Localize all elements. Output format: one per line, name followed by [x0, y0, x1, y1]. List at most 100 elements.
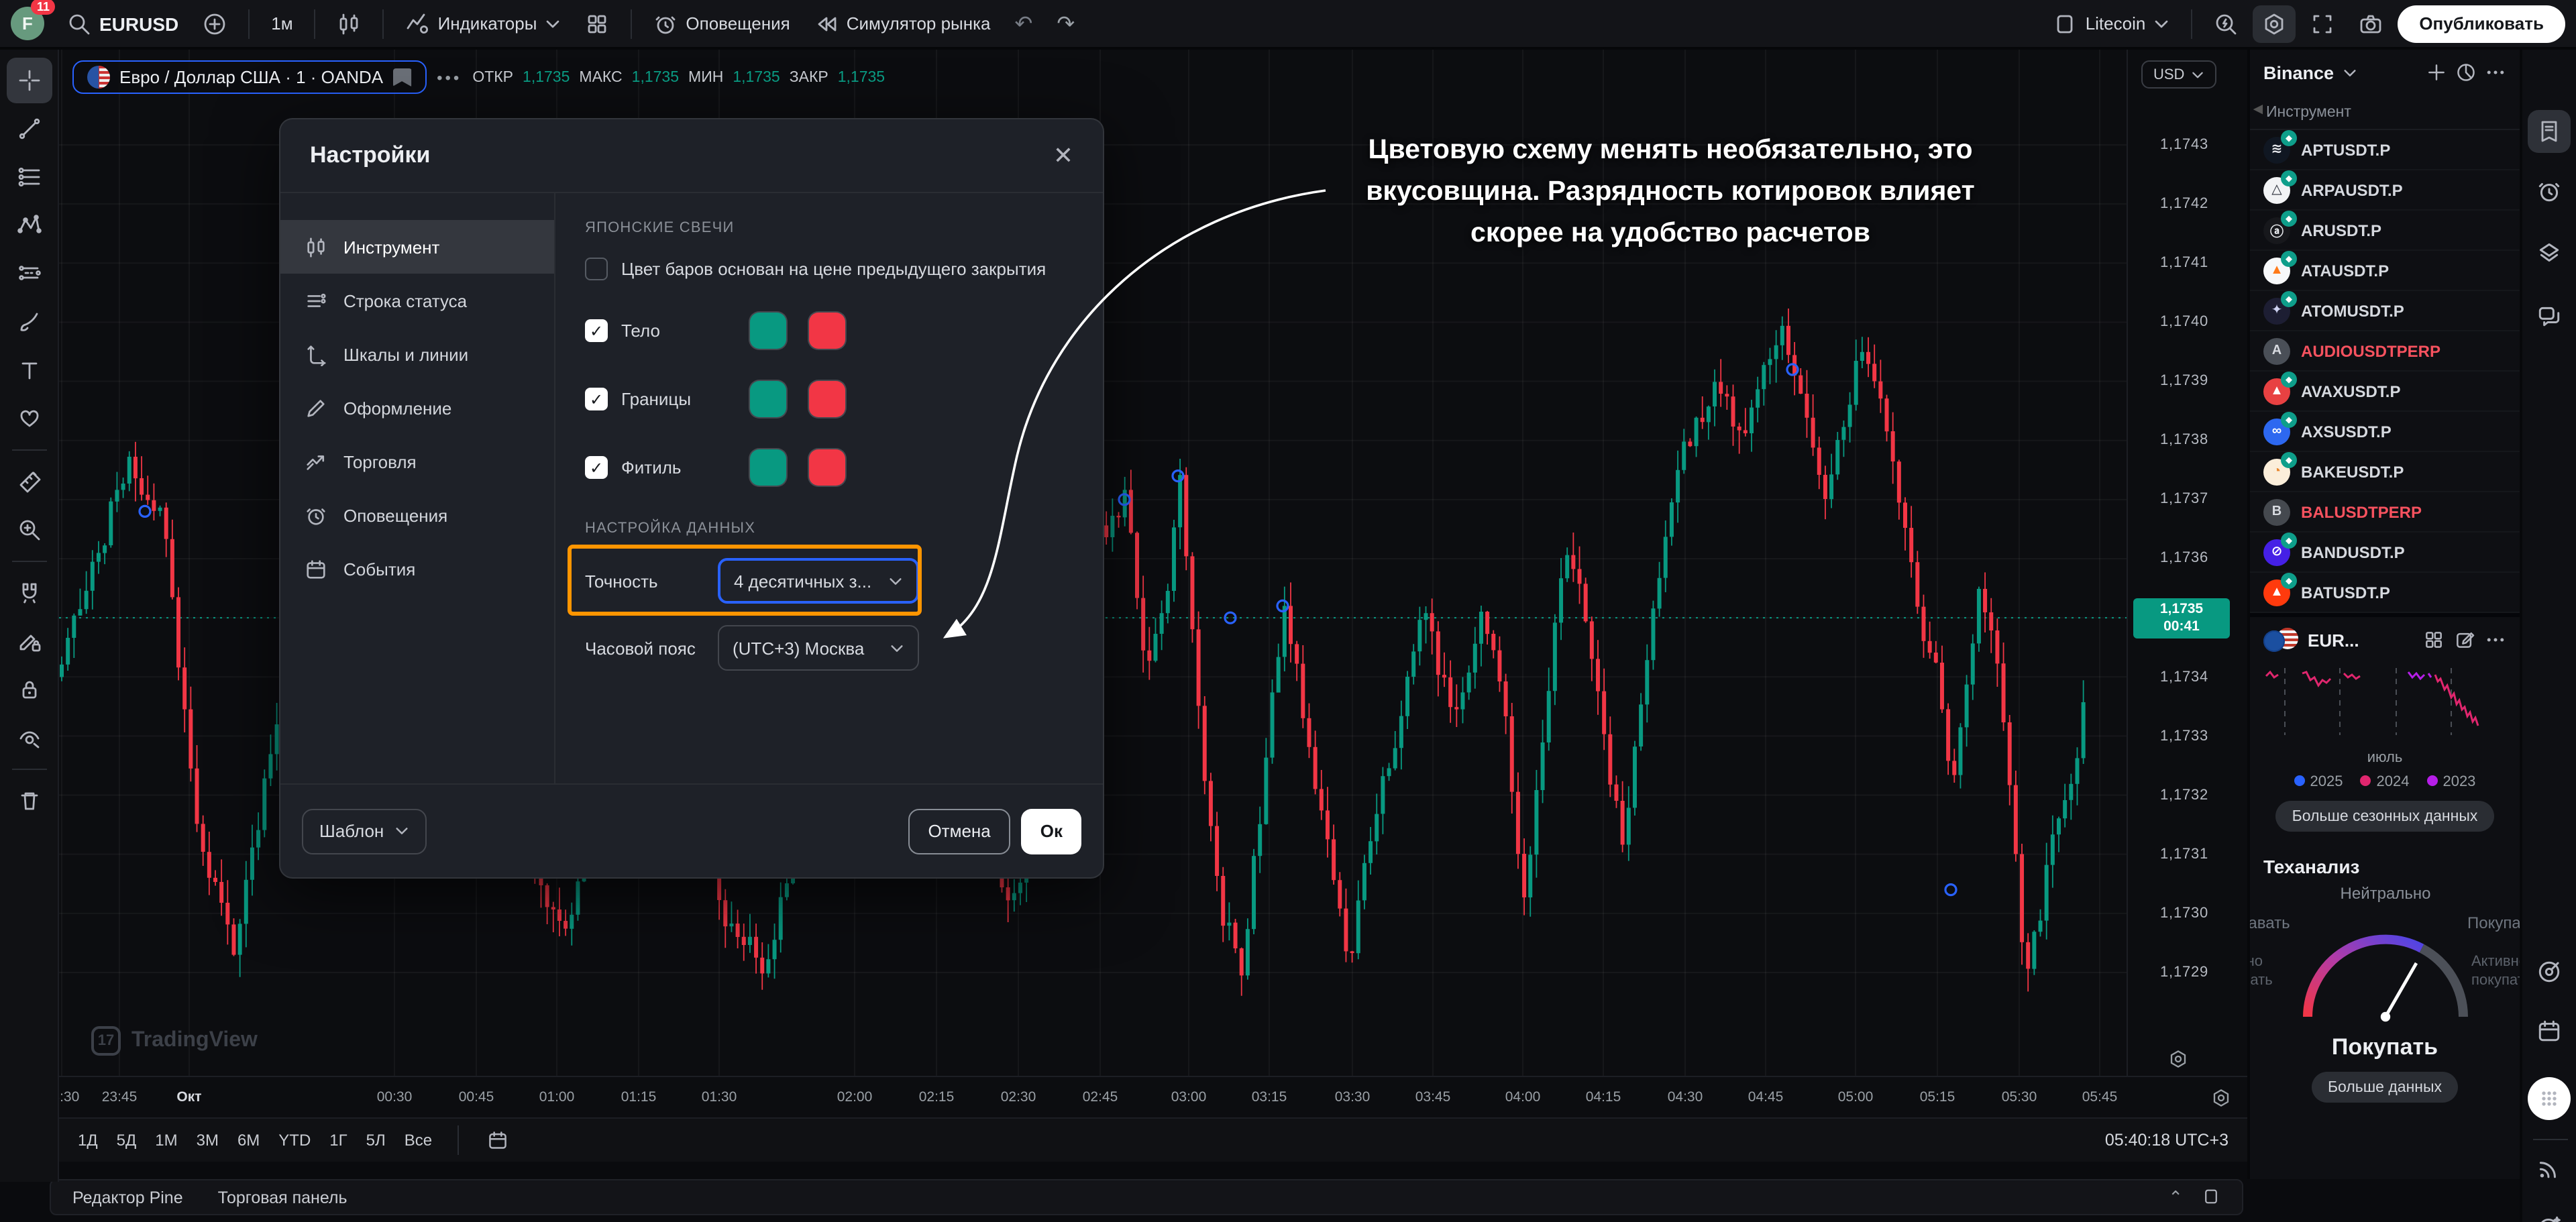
checkbox-unchecked[interactable] [585, 258, 608, 280]
tab-Торговля[interactable]: Торговля [280, 435, 554, 488]
tool-zoomplus-button[interactable] [6, 507, 52, 553]
watchlist-column-header[interactable]: ◄ Инструмент [2250, 95, 2520, 130]
strip-help-button[interactable] [2536, 1214, 2562, 1222]
watchlist-row[interactable]: ≋ ◆ APTUSDT.P [2250, 129, 2520, 170]
time-axis[interactable]: 23:30 23:45 Окт 00:30 00:45 01:00 01:15 01:30 02… [59, 1076, 2247, 1117]
snapshot-button[interactable] [2349, 5, 2392, 42]
user-avatar[interactable]: F 11 [11, 0, 55, 40]
tool-heart-button[interactable] [6, 396, 52, 441]
goto-date-icon[interactable] [487, 1129, 508, 1151]
strip-calendar-button[interactable] [2536, 1018, 2562, 1050]
up-color-swatch[interactable] [750, 381, 786, 417]
tool-trash-button[interactable] [6, 778, 52, 824]
chart-style-button[interactable] [328, 5, 371, 42]
tab-Шкалы и линии[interactable]: Шкалы и линии [280, 327, 554, 381]
range-Все[interactable]: Все [404, 1131, 433, 1150]
chevron-down-icon[interactable] [2342, 65, 2357, 80]
up-color-swatch[interactable] [750, 449, 786, 486]
fullscreen-button[interactable] [2301, 5, 2344, 42]
symbol-detail-header[interactable]: EUR... [2250, 617, 2520, 663]
tool-brush-button[interactable] [6, 299, 52, 345]
down-color-swatch[interactable] [809, 381, 845, 417]
replay-button[interactable]: Симулятор рынка [805, 5, 1000, 42]
down-color-swatch[interactable] [809, 449, 845, 486]
range-1Д[interactable]: 1Д [78, 1131, 98, 1150]
tool-crosshair-button[interactable] [6, 58, 52, 103]
tab-Строка статуса[interactable]: Строка статуса [280, 274, 554, 327]
tool-trendline-button[interactable] [6, 106, 52, 152]
tab-Оформление[interactable]: Оформление [280, 381, 554, 435]
watchlist-row[interactable]: ⊘ ◆ BANDUSDT.P [2250, 532, 2520, 573]
precision-dropdown[interactable]: 4 десятичных з... [718, 558, 919, 604]
quick-search-button[interactable] [2204, 5, 2247, 42]
add-symbol-icon[interactable] [2426, 62, 2447, 83]
close-icon[interactable]: ✕ [1053, 142, 1073, 168]
watchlist-row[interactable]: ▲ ◆ BATUSDT.P [2250, 572, 2520, 613]
tool-xabcd-button[interactable] [6, 203, 52, 248]
range-6М[interactable]: 6М [237, 1131, 260, 1150]
watchlist-row[interactable]: B BALUSDTPERP [2250, 492, 2520, 533]
template-button[interactable]: Шаблон [302, 808, 427, 854]
checkbox-checked[interactable]: ✓ [585, 456, 608, 479]
tool-ruler-button[interactable] [6, 459, 52, 504]
tool-projection-button[interactable] [6, 251, 52, 296]
strip-apps-button[interactable] [2528, 1077, 2571, 1120]
watchlist-row[interactable]: ✦ ◆ ATOMUSDT.P [2250, 290, 2520, 331]
expand-panel-icon[interactable]: ⌃ [2168, 1186, 2183, 1207]
publish-button[interactable]: Опубликовать [2398, 5, 2565, 42]
timezone-dropdown[interactable]: (UTC+3) Москва [718, 625, 919, 671]
checkbox-checked[interactable]: ✓ [585, 388, 608, 410]
up-color-swatch[interactable] [750, 313, 786, 349]
tool-eyeoff-button[interactable] [6, 715, 52, 761]
symbol-search-button[interactable]: EURUSD [58, 5, 188, 42]
tool-magnet-button[interactable] [6, 570, 52, 616]
compare-button[interactable] [193, 5, 236, 42]
more-data-button[interactable]: Больше данных [2311, 1072, 2459, 1103]
tool-fib-button[interactable] [6, 154, 52, 200]
symbol-legend-pill[interactable]: Евро / Доллар США · 1 · OANDA [72, 60, 427, 94]
watchlist-row[interactable]: △ ◆ ARPAUSDT.P [2250, 170, 2520, 211]
tab-События[interactable]: События [280, 542, 554, 596]
range-YTD[interactable]: YTD [278, 1131, 311, 1150]
watchlist-row[interactable]: A AUDIOUSDTPERP [2250, 331, 2520, 372]
range-5Л[interactable]: 5Л [366, 1131, 386, 1150]
more-options-icon[interactable] [2485, 629, 2506, 651]
range-5Д[interactable]: 5Д [116, 1131, 137, 1150]
legend-2025[interactable]: 2025 [2294, 774, 2343, 790]
checkbox-checked[interactable]: ✓ [585, 319, 608, 342]
layout-select-button[interactable]: Litecoin [2044, 5, 2180, 42]
strip-watchlist-button[interactable] [2528, 110, 2571, 153]
watchlist-row[interactable]: ◔ ◆ BAKEUSDT.P [2250, 451, 2520, 492]
price-scale[interactable]: USD 1,1743 1,1742 1,1741 1,1740 1,1739 1,1738… [2127, 50, 2247, 1076]
watchlist-row[interactable]: ▲ ◆ ATAUSDT.P [2250, 250, 2520, 291]
strip-chats-button[interactable] [2536, 303, 2562, 335]
watchlist-title[interactable]: Binance [2263, 62, 2334, 82]
tool-text-button[interactable] [6, 347, 52, 393]
undo-button[interactable]: ↶ [1014, 13, 1033, 36]
grid-icon[interactable] [2423, 629, 2445, 651]
more-options-icon[interactable] [2485, 62, 2506, 83]
more-seasonal-button[interactable]: Больше сезонных данных [2275, 801, 2494, 832]
scale-settings-icon[interactable] [2168, 1049, 2188, 1069]
strip-layers-button[interactable] [2536, 240, 2562, 272]
interval-button[interactable]: 1м [271, 13, 293, 34]
watchlist-row[interactable]: ▲ ◆ AVAXUSDT.P [2250, 371, 2520, 412]
range-1М[interactable]: 1М [155, 1131, 178, 1150]
redo-button[interactable]: ↷ [1057, 13, 1075, 36]
strip-signal-button[interactable] [2536, 1154, 2562, 1186]
legend-2023[interactable]: 2023 [2426, 774, 2475, 790]
maximize-panel-icon[interactable] [2202, 1186, 2220, 1205]
range-3М[interactable]: 3М [196, 1131, 219, 1150]
range-1Г[interactable]: 1Г [329, 1131, 347, 1150]
edit-icon[interactable] [2454, 629, 2475, 651]
strip-alarm-button[interactable] [2536, 178, 2562, 211]
tool-drawlock-button[interactable] [6, 618, 52, 664]
ok-button[interactable]: Ок [1021, 808, 1081, 854]
collapse-wedge-icon[interactable]: ◄ [2250, 99, 2266, 118]
legend-more-button[interactable]: ••• [437, 68, 462, 87]
legend-2024[interactable]: 2024 [2360, 774, 2409, 790]
alerts-button[interactable]: Оповещения [644, 5, 799, 42]
time-settings-icon[interactable] [2211, 1088, 2231, 1108]
strip-radar-button[interactable] [2536, 959, 2562, 991]
tab-Инструмент[interactable]: Инструмент [280, 220, 554, 274]
